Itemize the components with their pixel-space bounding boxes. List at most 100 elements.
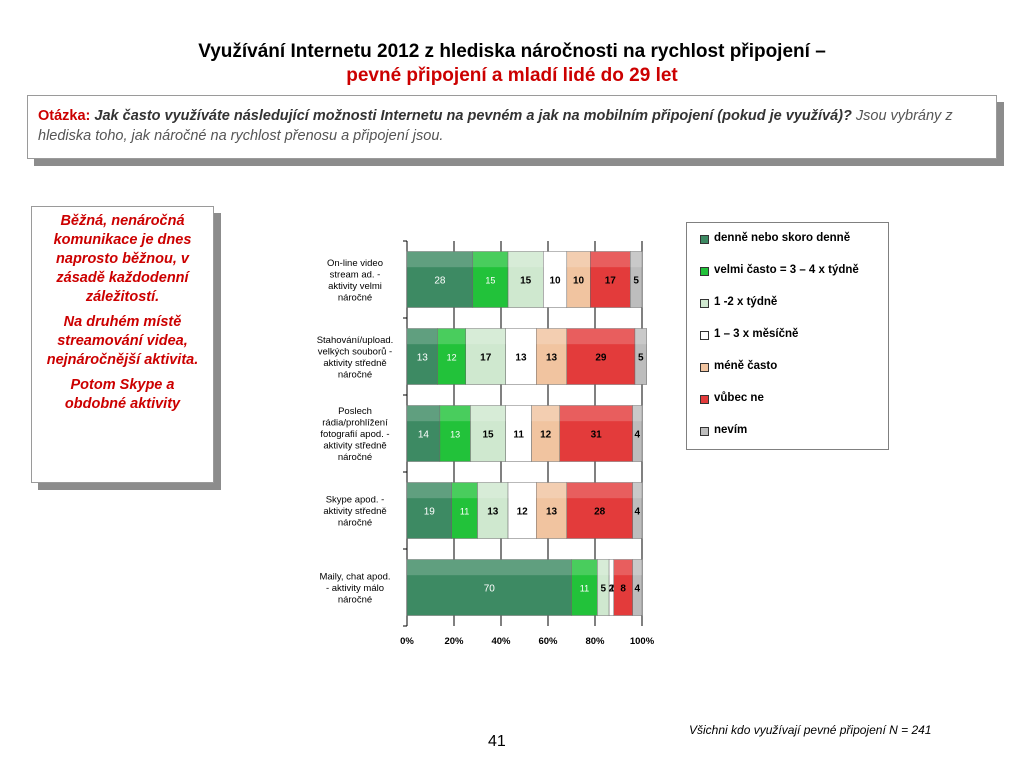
data-label: 11 <box>580 584 589 594</box>
bar-segment-shine <box>632 559 642 576</box>
category-label: fotografií apod. - <box>320 429 389 440</box>
data-label: 13 <box>487 507 499 518</box>
category-label: náročné <box>338 292 372 303</box>
question-text: Jak často využíváte následující možnosti… <box>94 108 852 124</box>
legend-label: 1 -2 x týdně <box>714 296 778 308</box>
question-subtext: Jsou vybrány z hlediska toho, jak náročn… <box>38 108 953 144</box>
bar-segment <box>507 482 537 539</box>
bar-segment <box>536 328 568 385</box>
category-label: rádia/prohlížení <box>322 418 388 429</box>
bar-segment-shine <box>613 559 633 576</box>
data-label: 5 <box>638 353 644 364</box>
bar-segment-shine <box>508 251 544 268</box>
bar-segment-shine <box>470 405 506 422</box>
bar-segment-shine <box>407 482 452 499</box>
bar-segment <box>559 405 633 462</box>
data-label: 28 <box>434 276 446 287</box>
title-line-2: pevné připojení a mladí lidé do 29 let <box>346 65 678 86</box>
data-label: 15 <box>483 430 495 441</box>
bar-segment-shine <box>536 328 567 345</box>
bar-segment <box>632 482 643 539</box>
legend-item: méně často <box>700 360 888 392</box>
data-label: 10 <box>573 276 585 287</box>
bar-segment-shine <box>407 251 473 268</box>
note-paragraph-1: Běžná, nenáročná komunikace je dnes napr… <box>53 213 192 305</box>
bar-segment-shine <box>465 328 506 345</box>
legend-swatch <box>700 235 709 244</box>
bar-segment <box>406 251 474 308</box>
data-label: 15 <box>520 276 532 287</box>
bar-segment-shine <box>407 405 440 422</box>
data-label: 15 <box>485 276 495 286</box>
bar-segment-shine <box>571 559 598 576</box>
data-label: 17 <box>605 276 617 287</box>
bar-segment-shine <box>566 251 591 268</box>
bar-segment-shine <box>536 482 567 499</box>
category-label: - aktivity málo <box>326 583 384 594</box>
bar-segment-shine <box>609 559 614 576</box>
x-tick-label: 20% <box>444 636 464 647</box>
bar-segment <box>406 559 572 616</box>
data-label: 28 <box>594 507 606 518</box>
legend-swatch <box>700 267 709 276</box>
legend-label: nevím <box>714 424 748 436</box>
x-tick-label: 100% <box>630 636 655 647</box>
bar-segment-shine <box>590 251 631 268</box>
bar-segment <box>630 251 643 308</box>
bar-segment <box>505 405 532 462</box>
category-label: náročné <box>338 518 372 529</box>
bar-segment-shine <box>472 251 509 268</box>
data-label: 5 <box>633 276 639 287</box>
bar-segment-shine <box>630 251 642 268</box>
legend-label: méně často <box>714 360 778 372</box>
bar-segment <box>505 328 537 385</box>
bar-segment-shine <box>407 559 572 576</box>
data-label: 19 <box>424 507 436 518</box>
category-label: náročné <box>338 595 372 606</box>
bar-segment <box>406 482 452 539</box>
bar-segment-shine <box>531 405 560 422</box>
data-label: 13 <box>546 353 558 364</box>
bar-segment <box>437 328 467 385</box>
chart-legend: denně nebo skoro denně velmi často = 3 – … <box>686 222 889 450</box>
data-label: 8 <box>620 584 626 595</box>
bar-segment <box>465 328 506 385</box>
data-label: 10 <box>549 276 561 287</box>
data-label: 13 <box>515 353 527 364</box>
data-label: 70 <box>484 584 496 595</box>
bar-segment-shine <box>451 482 478 499</box>
category-label: On-line video <box>327 258 383 269</box>
category-label: aktivity středně <box>323 506 386 517</box>
category-label: Maily, chat apod. <box>319 572 390 583</box>
legend-label: denně nebo skoro denně <box>714 232 851 244</box>
bar-segment <box>472 251 509 308</box>
category-label: stream ad. - <box>330 269 381 280</box>
bar-segment-shine <box>597 559 610 576</box>
x-tick-label: 40% <box>491 636 511 647</box>
bar-segment-shine <box>508 482 537 499</box>
data-label: 5 <box>600 584 606 595</box>
bar-segment <box>507 251 544 308</box>
x-tick-label: 60% <box>538 636 558 647</box>
x-tick-label: 80% <box>585 636 605 647</box>
category-label: velkých souborů - <box>318 346 392 357</box>
data-label: 12 <box>517 507 529 518</box>
category-label: aktivity velmi <box>328 281 382 292</box>
data-label: 29 <box>595 353 607 364</box>
bar-segment-shine <box>566 482 633 499</box>
legend-swatch <box>700 427 709 436</box>
data-label: 12 <box>447 353 457 363</box>
legend-label: vůbec ne <box>714 392 764 404</box>
data-label: 4 <box>635 584 641 595</box>
legend-item: 1 -2 x týdně <box>700 296 888 328</box>
x-tick-label: 0% <box>400 636 414 647</box>
data-label: 11 <box>460 507 469 517</box>
bar-segment-shine <box>559 405 633 422</box>
data-label: 4 <box>635 507 641 518</box>
legend-item: 1 – 3 x měsíčně <box>700 328 888 360</box>
data-label: 13 <box>450 430 460 440</box>
data-label: 11 <box>513 430 524 441</box>
legend-label: velmi často = 3 – 4 x týdně <box>714 264 859 276</box>
category-label: náročné <box>338 452 372 463</box>
